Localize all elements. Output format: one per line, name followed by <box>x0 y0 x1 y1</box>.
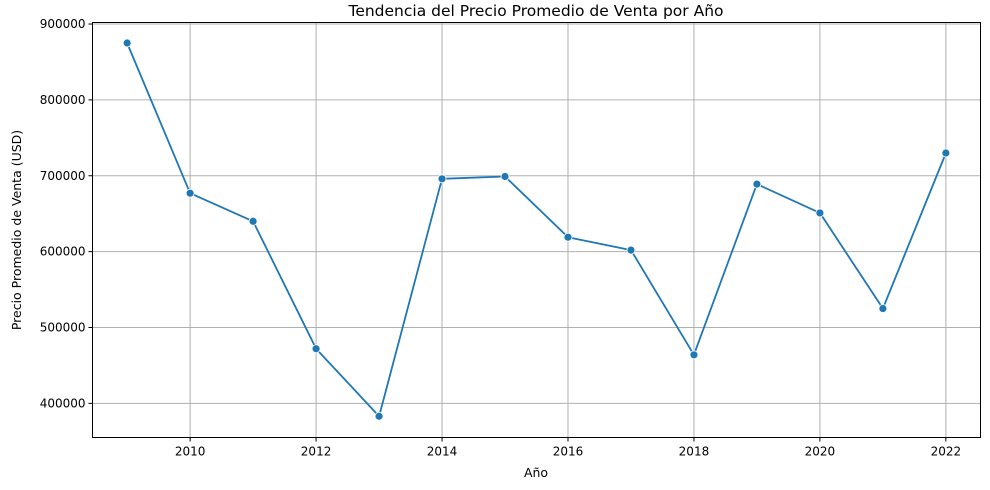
data-point <box>311 344 321 354</box>
series-line <box>126 42 947 418</box>
y-tick-label: 900000 <box>40 17 86 31</box>
x-tick-label: 2018 <box>679 445 710 459</box>
series <box>122 38 951 421</box>
y-tick-label: 600000 <box>40 245 86 259</box>
data-point <box>185 188 195 198</box>
x-axis-label: Año <box>524 465 548 480</box>
data-point <box>815 208 825 218</box>
y-tick-label: 400000 <box>40 396 86 410</box>
data-point <box>689 350 699 360</box>
data-point <box>626 245 636 255</box>
data-point <box>374 411 384 421</box>
x-tick-label: 2022 <box>931 445 962 459</box>
y-tick-label: 700000 <box>40 169 86 183</box>
y-tick-label: 500000 <box>40 320 86 334</box>
chart-title: Tendencia del Precio Promedio de Venta p… <box>347 2 723 20</box>
data-point <box>500 172 510 181</box>
x-tick-label: 2010 <box>175 445 206 459</box>
x-tick-label: 2012 <box>301 445 332 459</box>
plot-frame <box>92 22 981 438</box>
data-point <box>563 232 573 242</box>
axis-ticks: 2010 2012 2014 2016 2018 2020 2022 400000 500000… <box>40 17 961 458</box>
data-point <box>437 174 447 184</box>
data-point <box>941 148 951 158</box>
x-tick-label: 2016 <box>553 445 584 459</box>
y-tick-label: 800000 <box>40 93 86 107</box>
data-point <box>122 38 132 48</box>
data-point <box>248 216 258 226</box>
grid <box>92 22 981 438</box>
data-point <box>878 304 888 313</box>
x-tick-label: 2014 <box>427 445 458 459</box>
y-axis-label: Precio Promedio de Venta (USD) <box>9 130 24 330</box>
data-point <box>752 179 762 189</box>
x-tick-label: 2020 <box>805 445 836 459</box>
